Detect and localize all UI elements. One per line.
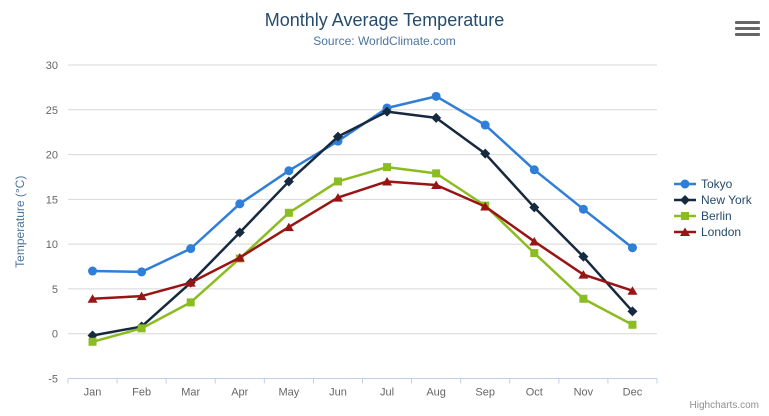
x-axis-label: Dec (623, 387, 643, 399)
triangle-marker[interactable] (136, 291, 147, 301)
x-axis-label: Jun (329, 387, 347, 399)
triangle-marker[interactable] (529, 236, 540, 246)
x-axis-label: Aug (426, 387, 446, 399)
legend-label: Tokyo (701, 177, 733, 191)
square-marker[interactable] (579, 294, 588, 303)
diamond-marker[interactable] (578, 251, 589, 262)
series-tokyo[interactable] (88, 91, 637, 277)
circle-legend-icon (674, 179, 696, 189)
y-axis-title: Temperature (°C) (13, 176, 27, 268)
triangle-marker[interactable] (332, 193, 343, 202)
series-line[interactable] (91, 180, 634, 301)
series-new-york[interactable] (87, 106, 638, 341)
diamond-marker[interactable] (431, 112, 442, 123)
square-marker[interactable] (530, 249, 539, 258)
hamburger-icon (735, 21, 760, 24)
diamond-marker[interactable] (627, 306, 638, 317)
legend-label: Berlin (701, 209, 732, 223)
circle-marker[interactable] (578, 204, 588, 214)
triangle-marker[interactable] (627, 286, 638, 295)
chart-subtitle: Source: WorldClimate.com (313, 34, 456, 48)
diamond-marker[interactable] (234, 227, 245, 238)
legend-item-berlin[interactable]: Berlin (674, 208, 752, 224)
x-axis-label: Jul (380, 387, 394, 399)
circle-marker[interactable] (627, 243, 637, 253)
x-axis-label: Nov (574, 387, 594, 399)
diamond-marker[interactable] (283, 176, 294, 187)
square-marker[interactable] (383, 163, 392, 172)
circle-marker[interactable] (529, 165, 539, 175)
square-marker[interactable] (628, 320, 637, 329)
legend-item-london[interactable]: London (674, 224, 752, 240)
hamburger-icon (735, 27, 760, 30)
y-axis-label: 5 (52, 284, 58, 296)
square-marker[interactable] (88, 337, 97, 346)
y-axis-label: 25 (46, 105, 58, 117)
triangle-marker[interactable] (480, 202, 491, 211)
x-axis-label: Mar (181, 387, 200, 399)
legend-item-tokyo[interactable]: Tokyo (674, 176, 752, 192)
export-menu-button[interactable] (735, 21, 760, 37)
circle-marker[interactable] (186, 244, 196, 254)
x-axis-label: Sep (475, 387, 495, 399)
circle-marker[interactable] (235, 199, 245, 209)
triangle-marker[interactable] (185, 278, 196, 287)
square-marker[interactable] (186, 298, 195, 307)
diamond-marker[interactable] (382, 106, 393, 117)
x-axis-label: Oct (526, 387, 543, 399)
y-axis-label: 10 (46, 239, 58, 251)
x-axis-label: Feb (132, 387, 151, 399)
diamond-marker[interactable] (332, 131, 343, 142)
triangle-marker[interactable] (382, 176, 393, 186)
series-line[interactable] (91, 110, 634, 337)
x-axis-label: Apr (231, 387, 248, 399)
x-axis-label: Jan (84, 387, 102, 399)
hamburger-icon (735, 33, 760, 36)
square-marker[interactable] (333, 177, 342, 186)
credits-link[interactable]: Highcharts.com (689, 400, 759, 411)
series-line[interactable] (91, 165, 634, 344)
circle-marker[interactable] (137, 267, 147, 277)
square-marker[interactable] (137, 324, 146, 333)
circle-marker[interactable] (431, 91, 441, 101)
square-marker[interactable] (432, 169, 441, 178)
diamond-marker[interactable] (480, 148, 491, 159)
diamond-legend-icon (674, 195, 696, 205)
circle-marker[interactable] (480, 120, 490, 130)
chart-title: Monthly Average Temperature (264, 10, 505, 30)
circle-marker[interactable] (680, 179, 690, 189)
y-axis-label: -5 (48, 374, 58, 386)
square-marker[interactable] (284, 208, 293, 217)
diamond-marker[interactable] (680, 195, 690, 205)
legend-item-new-york[interactable]: New York (674, 192, 752, 208)
triangle-marker[interactable] (283, 222, 294, 232)
triangle-legend-icon (674, 227, 696, 237)
diamond-marker[interactable] (529, 202, 540, 213)
square-legend-icon (674, 212, 696, 220)
y-axis-label: 30 (46, 60, 58, 72)
triangle-marker[interactable] (431, 180, 442, 190)
series-london[interactable] (87, 176, 638, 303)
legend-label: London (701, 225, 742, 239)
circle-marker[interactable] (284, 166, 294, 176)
legend-label: New York (701, 193, 752, 207)
triangle-marker[interactable] (680, 227, 690, 237)
legend: Tokyo New York Berlin London (674, 176, 752, 240)
y-axis-label: 20 (46, 150, 58, 162)
circle-marker[interactable] (88, 266, 98, 276)
triangle-marker[interactable] (87, 294, 98, 303)
square-marker[interactable] (681, 212, 689, 220)
y-axis-label: 15 (46, 194, 58, 206)
triangle-marker[interactable] (578, 270, 589, 279)
x-axis-label: May (278, 387, 299, 399)
triangle-marker[interactable] (234, 253, 245, 262)
series-line[interactable] (91, 95, 634, 274)
y-axis-label: 0 (52, 329, 58, 341)
